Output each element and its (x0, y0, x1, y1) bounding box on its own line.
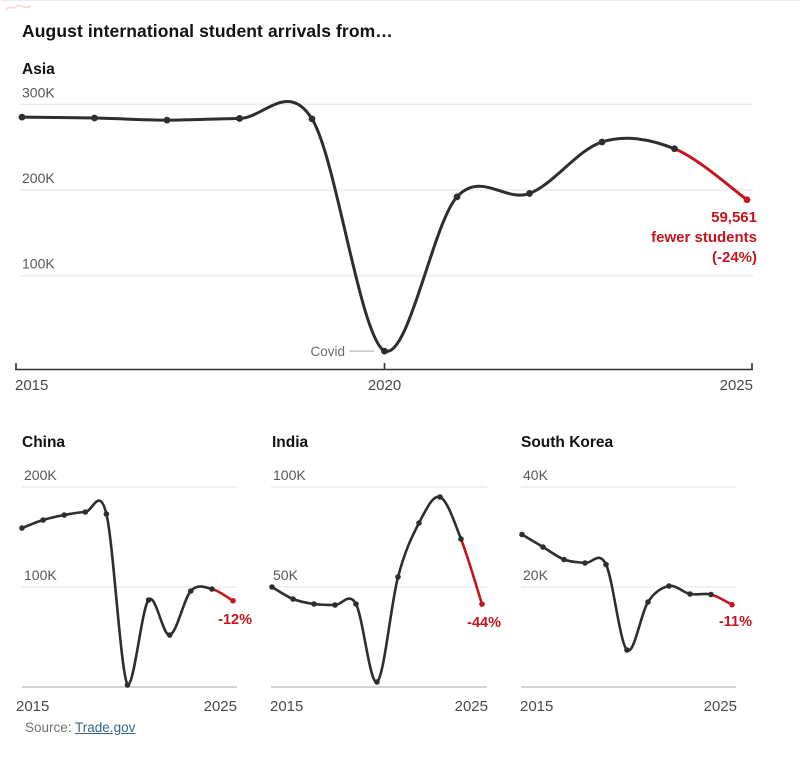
x-tick-label: 2025 (455, 698, 488, 715)
y-tick-label: 20K (523, 567, 549, 583)
x-tick-label: 2025 (720, 377, 753, 394)
asia-decline-line (673, 147, 749, 202)
data-point (479, 601, 485, 607)
data-point (236, 115, 243, 122)
source-line: Source: Trade.gov (25, 720, 135, 735)
south-korea-chart: 40K 20K 2015 2025 -11% (519, 467, 752, 715)
data-point (666, 583, 672, 589)
data-point (671, 145, 678, 153)
stray-red-mark (5, 4, 32, 11)
decline-annotation: 59,561 (711, 209, 757, 226)
asia-chart: 300K 200K 100K 2015 2020 2025 59,561 fewer stud… (15, 84, 757, 394)
x-tick-label: 2020 (368, 377, 401, 394)
source-label: Source: (25, 720, 76, 735)
chart-title-china: China (22, 434, 66, 451)
chart-title-south-korea: South Korea (521, 434, 614, 451)
data-point (743, 196, 751, 204)
data-point (582, 560, 588, 566)
data-point (729, 601, 735, 608)
data-point (526, 190, 533, 197)
y-tick-label: 100K (273, 467, 306, 483)
decline-annotation: -12% (218, 612, 252, 628)
china-line (20, 499, 214, 687)
data-point (230, 597, 236, 604)
data-point (209, 586, 215, 592)
y-tick-label: 100K (22, 256, 55, 272)
data-point (353, 601, 359, 607)
data-point (332, 602, 338, 608)
india-decline-line (459, 537, 484, 606)
y-tick-label: 200K (22, 170, 55, 186)
x-tick-label: 2025 (204, 698, 237, 715)
data-point (145, 597, 152, 603)
data-point (19, 525, 25, 531)
data-point (308, 115, 316, 123)
data-point (40, 517, 46, 523)
data-point (561, 556, 567, 563)
data-point (603, 561, 609, 568)
data-point (645, 599, 651, 605)
x-tick-label: 2015 (270, 698, 303, 715)
x-tick-label: 2025 (704, 698, 737, 715)
data-point (269, 584, 275, 590)
y-tick-label: 300K (22, 84, 55, 100)
data-point (290, 596, 296, 602)
chart-title-asia: Asia (22, 61, 55, 78)
data-point (416, 520, 422, 526)
asia-line (20, 100, 676, 353)
decline-annotation: -44% (467, 615, 501, 631)
data-point (519, 531, 525, 538)
page-title: August international student arrivals fr… (22, 21, 393, 41)
y-tick-label: 100K (24, 567, 57, 583)
china-decline-line (210, 587, 235, 603)
data-point (540, 544, 546, 550)
x-tick-label: 2015 (16, 698, 49, 715)
x-tick-label: 2015 (520, 698, 553, 715)
y-tick-label: 200K (24, 467, 57, 483)
data-point (395, 574, 401, 580)
data-point (624, 647, 630, 653)
data-point (437, 494, 443, 500)
data-point (82, 509, 89, 515)
data-point (453, 193, 461, 201)
data-point (374, 679, 380, 685)
covid-label: Covid (310, 344, 345, 359)
data-point (166, 632, 173, 638)
data-point (91, 114, 98, 122)
data-point (381, 347, 388, 355)
data-point (311, 601, 317, 607)
data-point (708, 591, 714, 598)
x-tick-label: 2015 (15, 377, 48, 394)
data-point (188, 588, 194, 594)
data-point (18, 113, 26, 121)
decline-annotation: -11% (719, 614, 752, 630)
data-point (61, 512, 67, 518)
y-tick-label: 40K (523, 467, 549, 483)
data-point (687, 591, 693, 597)
data-point (103, 511, 110, 517)
south-korea-decline-line (709, 593, 734, 606)
data-point (163, 116, 171, 124)
source-link[interactable]: Trade.gov (75, 720, 136, 735)
decline-annotation: (-24%) (712, 249, 757, 266)
data-point (598, 138, 606, 146)
chart-title-india: India (272, 434, 309, 451)
decline-annotation: fewer students (651, 229, 757, 246)
south-korea-line (520, 533, 713, 652)
y-tick-label: 50K (273, 567, 299, 583)
data-point (124, 682, 131, 688)
china-chart: 200K 100K 2015 2025 -12% (16, 467, 252, 715)
india-line (270, 495, 463, 684)
data-point (458, 536, 464, 542)
india-chart: 100K 50K 2015 2025 -44% (269, 467, 501, 715)
